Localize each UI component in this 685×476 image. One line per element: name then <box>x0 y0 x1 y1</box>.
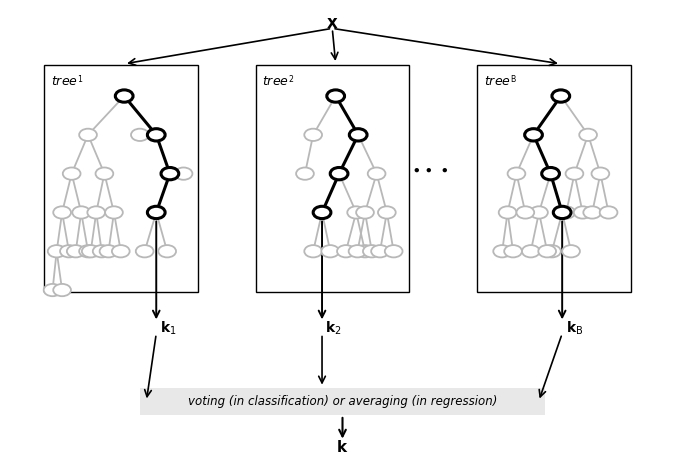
Circle shape <box>580 129 597 141</box>
Circle shape <box>73 206 90 218</box>
Circle shape <box>385 245 403 258</box>
FancyBboxPatch shape <box>477 65 631 292</box>
Circle shape <box>92 245 110 258</box>
Circle shape <box>378 206 396 218</box>
Text: $\mathit{tree}$: $\mathit{tree}$ <box>262 75 289 88</box>
Text: $_\mathrm{B}$: $_\mathrm{B}$ <box>510 74 516 86</box>
Circle shape <box>304 129 322 141</box>
Circle shape <box>161 168 179 180</box>
Circle shape <box>552 90 570 102</box>
Circle shape <box>543 245 561 258</box>
Circle shape <box>542 168 560 180</box>
Circle shape <box>95 168 113 180</box>
Circle shape <box>516 206 534 218</box>
Circle shape <box>67 245 85 258</box>
Text: $\mathbf{k}$: $\mathbf{k}$ <box>336 439 349 455</box>
Circle shape <box>115 90 133 102</box>
Circle shape <box>82 245 99 258</box>
Circle shape <box>522 245 540 258</box>
Circle shape <box>538 245 556 258</box>
Circle shape <box>63 168 81 180</box>
Circle shape <box>493 245 511 258</box>
Circle shape <box>356 245 374 258</box>
Circle shape <box>499 206 516 218</box>
Text: $\mathbf{x}$: $\mathbf{x}$ <box>326 14 338 32</box>
Text: $\mathbf{k}_\mathrm{B}$: $\mathbf{k}_\mathrm{B}$ <box>566 319 583 337</box>
Circle shape <box>60 245 78 258</box>
Circle shape <box>330 168 348 180</box>
Circle shape <box>105 206 123 218</box>
Circle shape <box>347 206 365 218</box>
FancyBboxPatch shape <box>44 65 197 292</box>
Circle shape <box>53 284 71 296</box>
Text: $\mathbf{k}_2$: $\mathbf{k}_2$ <box>325 319 342 337</box>
Circle shape <box>158 245 176 258</box>
Circle shape <box>99 245 117 258</box>
Text: $_2$: $_2$ <box>288 74 295 86</box>
Circle shape <box>508 168 525 180</box>
Circle shape <box>356 206 374 218</box>
Text: $\mathbf{k}_1$: $\mathbf{k}_1$ <box>160 319 176 337</box>
Circle shape <box>53 206 71 218</box>
Circle shape <box>327 90 345 102</box>
FancyBboxPatch shape <box>140 387 545 415</box>
Circle shape <box>562 245 580 258</box>
Circle shape <box>48 245 66 258</box>
FancyBboxPatch shape <box>256 65 409 292</box>
Text: $_1$: $_1$ <box>77 74 83 86</box>
Circle shape <box>504 245 522 258</box>
Text: $\mathit{tree}$: $\mathit{tree}$ <box>51 75 77 88</box>
Circle shape <box>175 168 192 180</box>
Circle shape <box>313 206 331 218</box>
Circle shape <box>136 245 153 258</box>
Circle shape <box>79 245 97 258</box>
Circle shape <box>525 129 543 141</box>
Text: $\bullet\bullet\bullet$: $\bullet\bullet\bullet$ <box>411 162 448 177</box>
Circle shape <box>553 206 571 218</box>
Circle shape <box>44 284 62 296</box>
Circle shape <box>349 245 366 258</box>
Circle shape <box>363 245 381 258</box>
Circle shape <box>88 206 105 218</box>
Circle shape <box>79 129 97 141</box>
Text: voting (in classification) or averaging (in regression): voting (in classification) or averaging … <box>188 395 497 408</box>
Circle shape <box>592 168 609 180</box>
Circle shape <box>304 245 322 258</box>
Circle shape <box>112 245 129 258</box>
Circle shape <box>131 129 149 141</box>
Text: $\mathit{tree}$: $\mathit{tree}$ <box>484 75 511 88</box>
Circle shape <box>337 245 355 258</box>
Circle shape <box>558 206 575 218</box>
Circle shape <box>296 168 314 180</box>
Circle shape <box>584 206 601 218</box>
Circle shape <box>599 206 617 218</box>
Circle shape <box>566 168 584 180</box>
Circle shape <box>321 245 339 258</box>
Circle shape <box>349 129 367 141</box>
Circle shape <box>368 168 386 180</box>
Circle shape <box>574 206 592 218</box>
Circle shape <box>147 129 165 141</box>
Circle shape <box>147 206 165 218</box>
Circle shape <box>530 206 548 218</box>
Circle shape <box>371 245 389 258</box>
